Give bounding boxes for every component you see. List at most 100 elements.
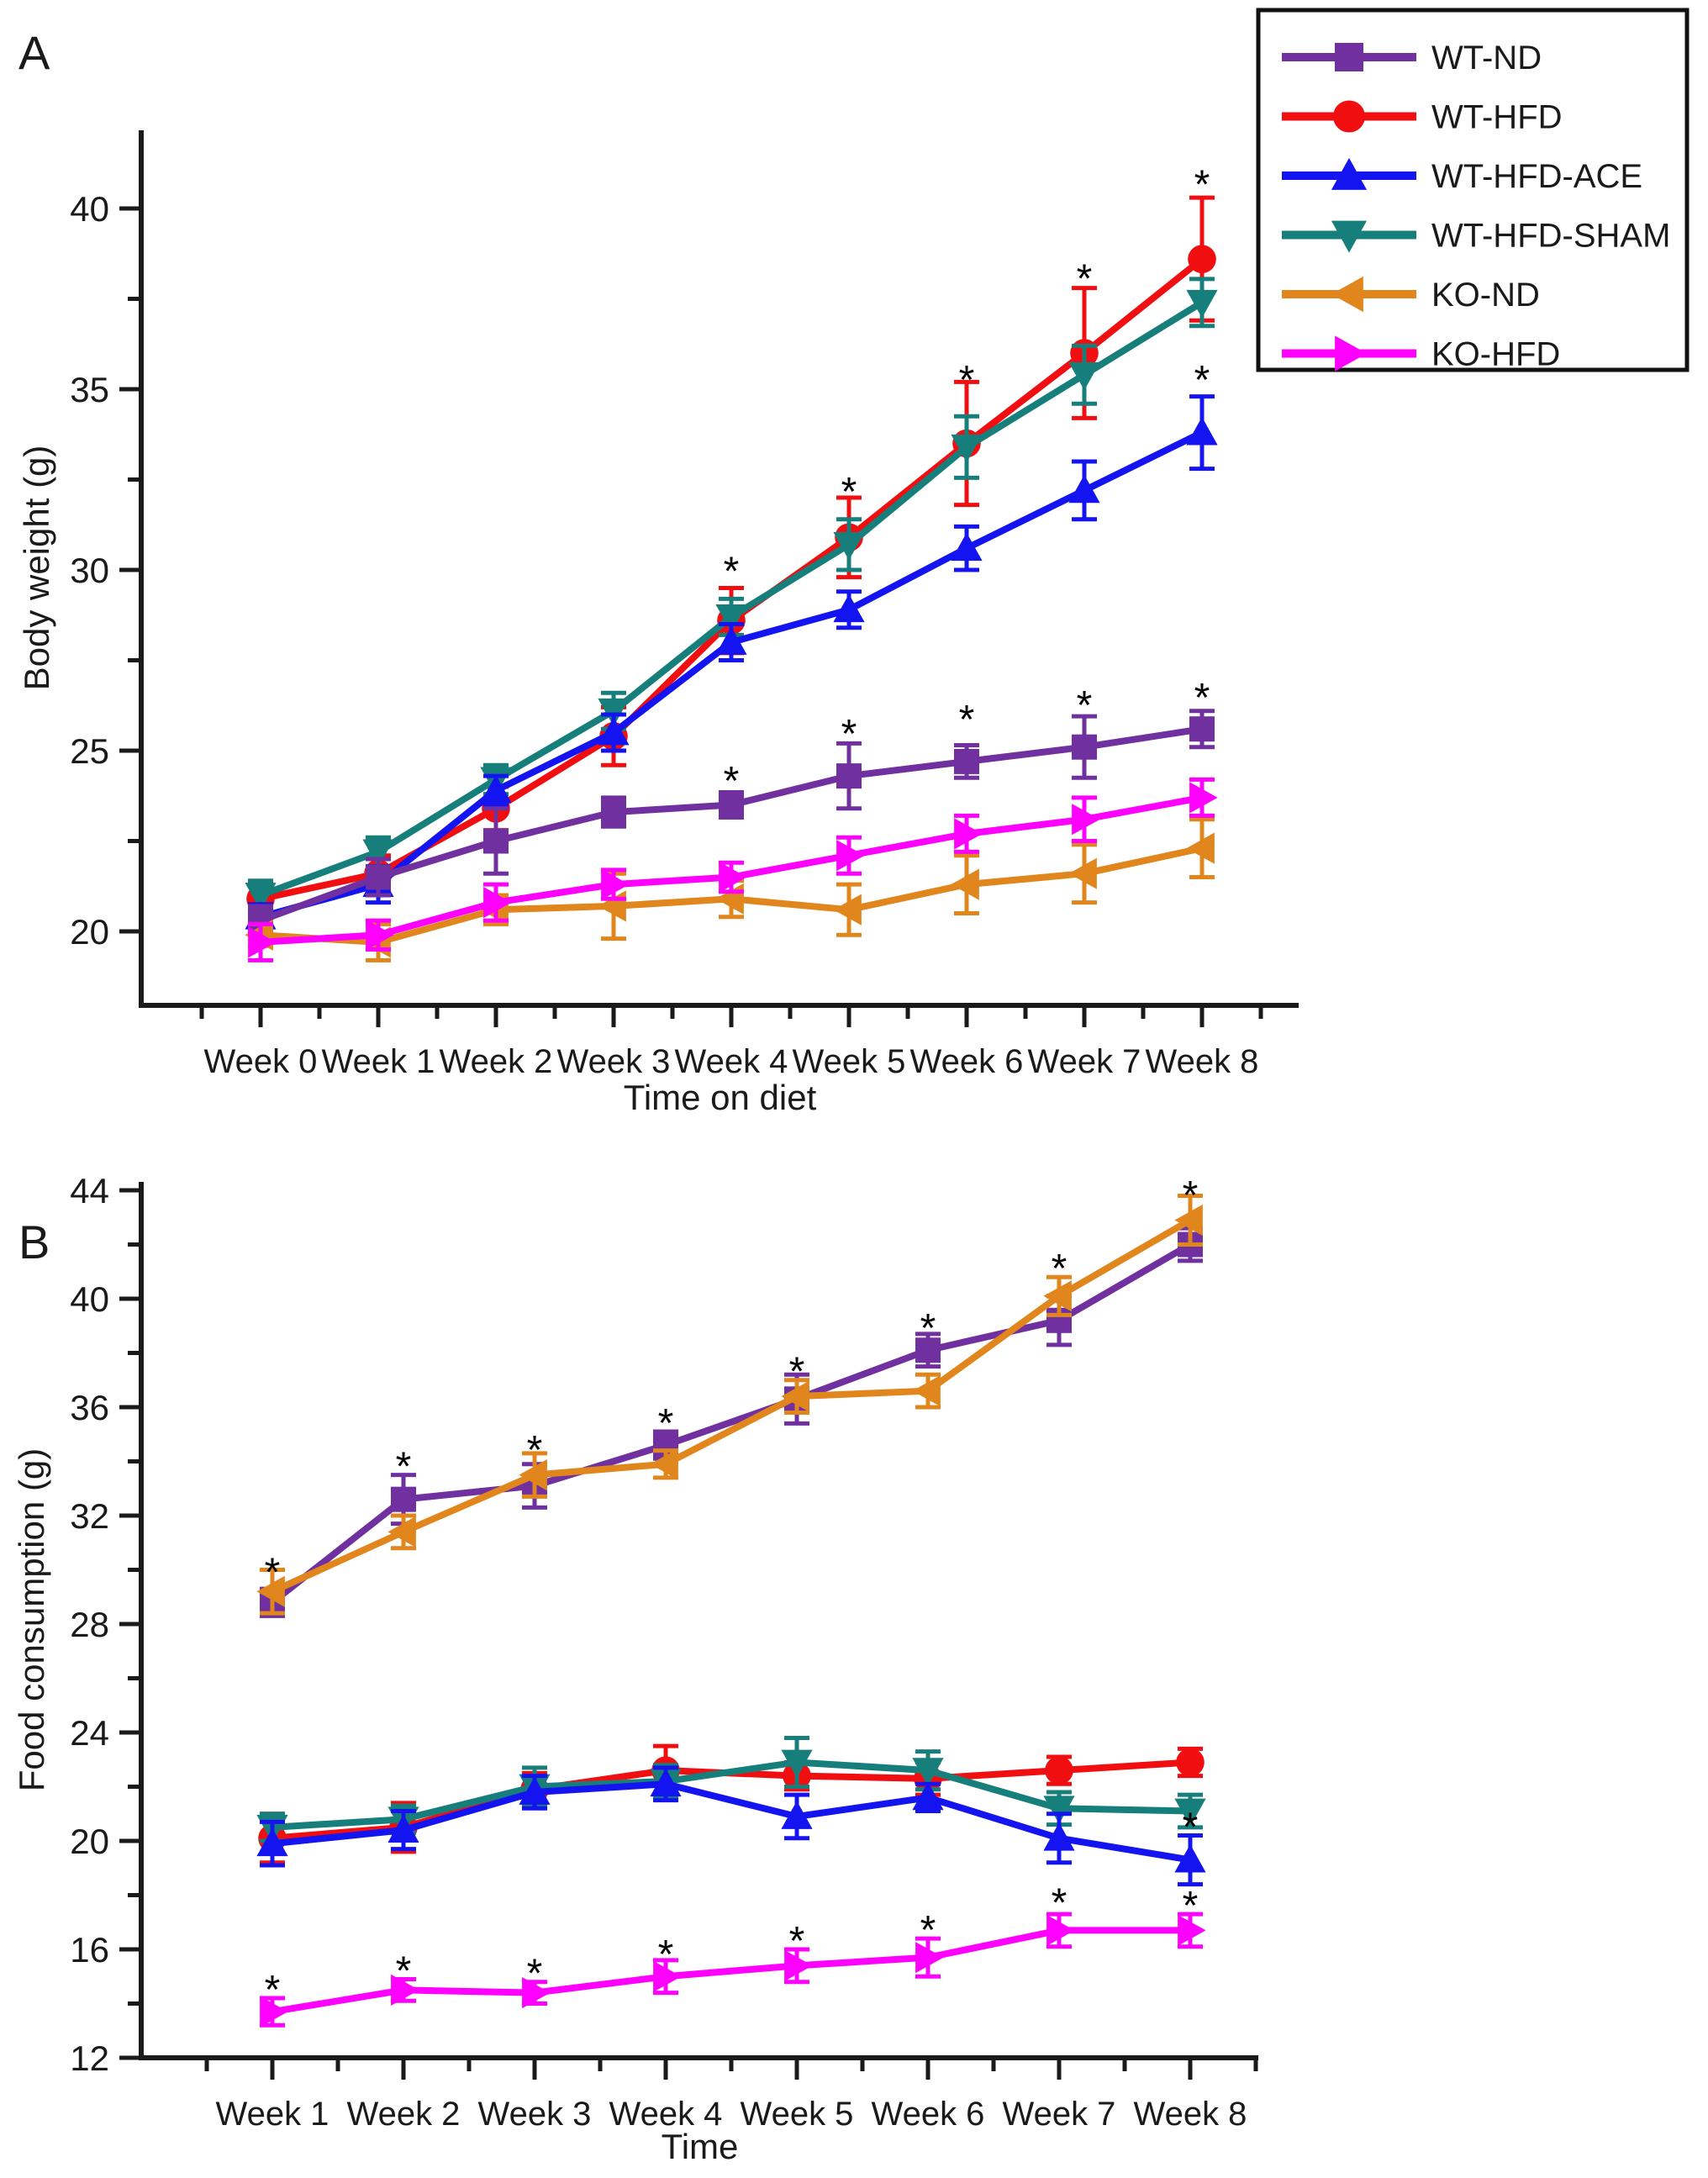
marker-KO-ND-w6 bbox=[951, 868, 979, 900]
y-tick-label-B-44: 44 bbox=[70, 1171, 109, 1210]
marker-WT-ND-w7 bbox=[1072, 734, 1097, 760]
line-WT-HFD-SHAM bbox=[271, 1759, 1191, 1831]
marker-KO-ND-w0 bbox=[256, 1575, 285, 1607]
legend-marker-WT-HFD-ACE bbox=[1331, 157, 1368, 190]
marker-WT-HFD-w6 bbox=[1045, 1756, 1073, 1785]
line-WT-ND bbox=[270, 1242, 1193, 1606]
marker-KO-ND-w5 bbox=[912, 1375, 941, 1407]
error-bars-KO-HFD bbox=[248, 777, 1215, 962]
line-KO-HFD bbox=[271, 1927, 1190, 2016]
marker-KO-HFD-w5 bbox=[915, 1942, 944, 1974]
series-KO-HFD-A bbox=[248, 777, 1218, 962]
marker-WT-HFD-SHAM-w7 bbox=[1174, 1798, 1206, 1827]
legend-label-WT-HFD-ACE: WT-HFD-ACE bbox=[1431, 158, 1642, 195]
marker-WT-HFD-SHAM-w4 bbox=[781, 1749, 813, 1779]
marker-KO-HFD-w3 bbox=[601, 868, 630, 900]
significance-asterisk: * bbox=[265, 1968, 281, 2012]
y-tick-label-B-12: 12 bbox=[70, 2038, 109, 2078]
legend-marker-WT-HFD-SHAM bbox=[1331, 220, 1368, 253]
significance-asterisk: * bbox=[1194, 676, 1210, 720]
significance-asterisk: * bbox=[1077, 256, 1093, 301]
significance-asterisk: * bbox=[527, 1952, 543, 1996]
y-tick-label-B-16: 16 bbox=[70, 1930, 109, 1970]
x-tick-label-A-0: Week 0 bbox=[204, 1043, 318, 1080]
marker-WT-HFD-ACE-w5 bbox=[833, 593, 865, 623]
legend-item-WT-ND: WT-ND bbox=[1282, 40, 1542, 76]
y-tick-label-B-40: 40 bbox=[70, 1279, 109, 1319]
marker-WT-ND-w8 bbox=[1189, 716, 1215, 742]
marker-WT-HFD-ACE-w4 bbox=[781, 1801, 813, 1829]
line-WT-HFD-ACE bbox=[271, 1780, 1191, 1864]
x-axis-title-B: Time bbox=[662, 2127, 739, 2166]
marker-WT-HFD-ACE-w8 bbox=[1186, 417, 1218, 446]
marker-WT-ND-w5 bbox=[836, 763, 862, 789]
significance-asterisk: * bbox=[959, 358, 975, 403]
marker-KO-HFD-w8 bbox=[1189, 782, 1218, 814]
line-KO-ND bbox=[271, 1217, 1193, 1595]
significance-asterisk: * bbox=[841, 470, 857, 514]
marker-KO-ND-w7 bbox=[1068, 857, 1097, 889]
marker-WT-HFD-ACE-w6 bbox=[951, 532, 983, 562]
ticks-B bbox=[119, 1188, 1258, 2080]
marker-KO-ND-w6 bbox=[1043, 1280, 1072, 1312]
marker-WT-HFD-SHAM-w1 bbox=[362, 839, 394, 868]
x-tick-label-B-6: Week 7 bbox=[1003, 2096, 1116, 2133]
marker-WT-ND-w1 bbox=[391, 1486, 416, 1512]
x-tick-label-A-6: Week 6 bbox=[910, 1043, 1024, 1080]
marker-WT-HFD-ACE-w6 bbox=[1043, 1822, 1075, 1851]
significance-asterisk: * bbox=[1077, 683, 1093, 728]
panel-label-A: A bbox=[18, 26, 50, 79]
x-tick-label-B-5: Week 6 bbox=[872, 2096, 985, 2133]
y-tick-label-B-32: 32 bbox=[70, 1496, 109, 1536]
marker-KO-ND-w4 bbox=[781, 1380, 809, 1412]
error-bars-WT-HFD-ACE bbox=[248, 394, 1215, 932]
marker-WT-HFD-SHAM-w6 bbox=[951, 434, 983, 463]
x-tick-label-A-2: Week 2 bbox=[440, 1043, 553, 1080]
legend-label-KO-HFD: KO-HFD bbox=[1431, 336, 1560, 373]
significance-asterisk: * bbox=[396, 1445, 412, 1490]
marker-KO-HFD-w6 bbox=[954, 818, 983, 850]
x-tick-label-A-1: Week 1 bbox=[322, 1043, 435, 1080]
marker-WT-HFD-SHAM-w8 bbox=[1186, 289, 1218, 319]
x-tick-label-A-3: Week 3 bbox=[557, 1043, 671, 1080]
significance-asterisk: * bbox=[920, 1908, 936, 1953]
marker-KO-HFD-w2 bbox=[522, 1977, 551, 2009]
legend-marker-KO-ND bbox=[1331, 276, 1363, 313]
marker-WT-HFD-w7 bbox=[1176, 1748, 1205, 1777]
y-axis-title-A: Body weight (g) bbox=[17, 446, 56, 691]
marker-WT-HFD-w8 bbox=[1188, 245, 1216, 274]
legend-label-WT-ND: WT-ND bbox=[1431, 40, 1542, 76]
marker-KO-HFD-w2 bbox=[483, 887, 512, 919]
marker-WT-HFD-SHAM-w4 bbox=[715, 604, 747, 633]
legend-item-WT-HFD: WT-HFD bbox=[1282, 99, 1563, 136]
x-tick-label-B-3: Week 4 bbox=[609, 2096, 723, 2133]
marker-KO-ND-w2 bbox=[519, 1459, 547, 1491]
y-tick-label-A-20: 20 bbox=[70, 912, 109, 952]
significance-asterisk: * bbox=[396, 1949, 412, 1993]
y-tick-label-B-20: 20 bbox=[70, 1822, 109, 1861]
x-tick-label-A-4: Week 4 bbox=[675, 1043, 788, 1080]
marker-WT-HFD-SHAM-w6 bbox=[1043, 1796, 1075, 1824]
ticks-A bbox=[119, 206, 1263, 1027]
y-tick-label-B-36: 36 bbox=[70, 1388, 109, 1427]
marker-KO-ND-w8 bbox=[1186, 832, 1215, 864]
significance-asterisk: * bbox=[724, 759, 740, 804]
marker-KO-ND-w3 bbox=[650, 1448, 678, 1480]
significance-asterisk: * bbox=[658, 1933, 674, 1977]
marker-KO-HFD-w3 bbox=[653, 1960, 682, 1992]
marker-WT-ND-w3 bbox=[601, 799, 626, 825]
significance-asterisk: * bbox=[1183, 1173, 1199, 1218]
series-KO-ND-B bbox=[256, 1193, 1203, 1616]
marker-KO-HFD-w0 bbox=[260, 1996, 288, 2028]
axes-B bbox=[139, 1182, 1258, 2060]
significance-asterisk: * bbox=[1183, 1884, 1199, 1928]
significance-asterisk: * bbox=[658, 1401, 674, 1446]
marker-WT-HFD-SHAM-w0 bbox=[245, 883, 277, 911]
significance-asterisk: * bbox=[841, 712, 857, 757]
x-tick-label-B-1: Week 2 bbox=[347, 2096, 461, 2133]
legend-item-WT-HFD-SHAM: WT-HFD-SHAM bbox=[1282, 218, 1670, 255]
y-tick-label-A-35: 35 bbox=[70, 370, 109, 409]
legend-box bbox=[1256, 8, 1690, 372]
